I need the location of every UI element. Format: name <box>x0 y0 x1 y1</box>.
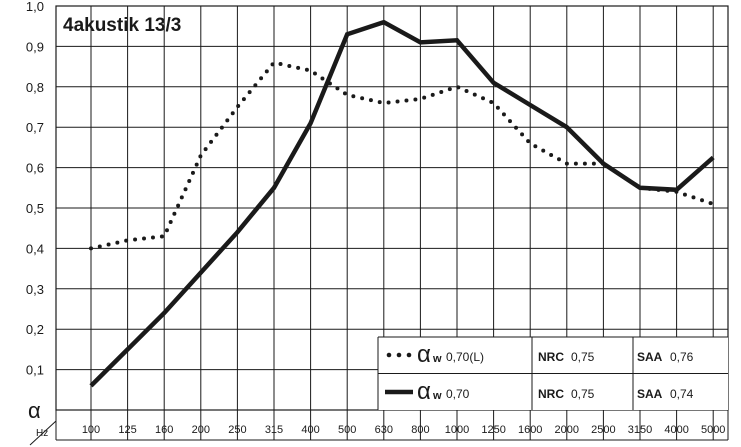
x-tick-label: 250 <box>228 424 246 436</box>
x-tick-label: 1250 <box>481 424 505 436</box>
legend-alpha-sub: w <box>432 390 442 402</box>
legend-saa-value: 0,74 <box>670 387 694 401</box>
x-tick-label: 3150 <box>628 424 652 436</box>
y-axis-label: α <box>28 398 41 423</box>
x-tick-labels: 100 125 160 200 250 315 400 500 630 800 1000 1250 16… <box>82 424 726 436</box>
x-tick-label: 315 <box>265 424 283 436</box>
x-axis-label: Hz <box>36 428 48 439</box>
y-tick-label: 0,7 <box>26 120 44 135</box>
y-tick-label: 0,3 <box>26 282 44 297</box>
legend-aw-value: 0,70 <box>446 387 470 401</box>
y-tick-label: 0,6 <box>26 161 44 176</box>
x-tick-label: 1600 <box>518 424 542 436</box>
legend: α w 0,70(L) NRC 0,75 SAA 0,76 α w 0,70 N… <box>377 336 728 410</box>
y-tick-label: 0,4 <box>26 241 44 256</box>
x-tick-label: 400 <box>301 424 319 436</box>
x-tick-label: 5000 <box>701 424 725 436</box>
x-tick-label: 2000 <box>555 424 579 436</box>
x-tick-label: 100 <box>82 424 100 436</box>
legend-saa-label: SAA <box>637 387 663 401</box>
x-tick-label: 1000 <box>445 424 469 436</box>
x-tick-label: 160 <box>155 424 173 436</box>
legend-saa-label: SAA <box>637 350 663 364</box>
x-tick-label: 800 <box>411 424 429 436</box>
legend-aw-value: 0,70(L) <box>446 350 484 364</box>
bottom-axis-frame <box>29 410 729 446</box>
y-tick-label: 0,8 <box>26 80 44 95</box>
legend-dotted-swatch <box>386 352 412 358</box>
y-tick-label: 0,2 <box>26 322 44 337</box>
x-tick-label: 200 <box>192 424 210 436</box>
x-tick-label: 125 <box>118 424 136 436</box>
y-tick-label: 0,5 <box>26 201 44 216</box>
x-tick-label: 2500 <box>591 424 615 436</box>
x-tick-label: 500 <box>338 424 356 436</box>
legend-nrc-value: 0,75 <box>571 387 595 401</box>
legend-nrc-label: NRC <box>538 350 564 364</box>
legend-alpha-sub: w <box>432 353 442 365</box>
y-tick-label: 0,1 <box>26 363 44 378</box>
x-tick-label: 4000 <box>664 424 688 436</box>
y-tick-labels: 0,1 0,2 0,3 0,4 0,5 0,6 0,7 0,8 0,9 1,0 <box>26 0 44 378</box>
legend-saa-value: 0,76 <box>670 350 694 364</box>
legend-nrc-value: 0,75 <box>571 350 595 364</box>
legend-alpha-symbol: α <box>417 378 431 405</box>
y-tick-label: 1,0 <box>26 0 44 14</box>
legend-alpha-symbol: α <box>417 341 431 368</box>
legend-nrc-label: NRC <box>538 387 564 401</box>
series-lines <box>89 19 716 388</box>
legend-row-solid: α w 0,70 NRC 0,75 SAA 0,74 <box>385 378 694 405</box>
x-tick-label: 630 <box>375 424 393 436</box>
legend-row-dotted: α w 0,70(L) NRC 0,75 SAA 0,76 <box>386 341 694 368</box>
y-tick-label: 0,9 <box>26 39 44 54</box>
series-solid-line <box>89 19 715 388</box>
chart-title: 4akustik 13/3 <box>63 15 181 36</box>
